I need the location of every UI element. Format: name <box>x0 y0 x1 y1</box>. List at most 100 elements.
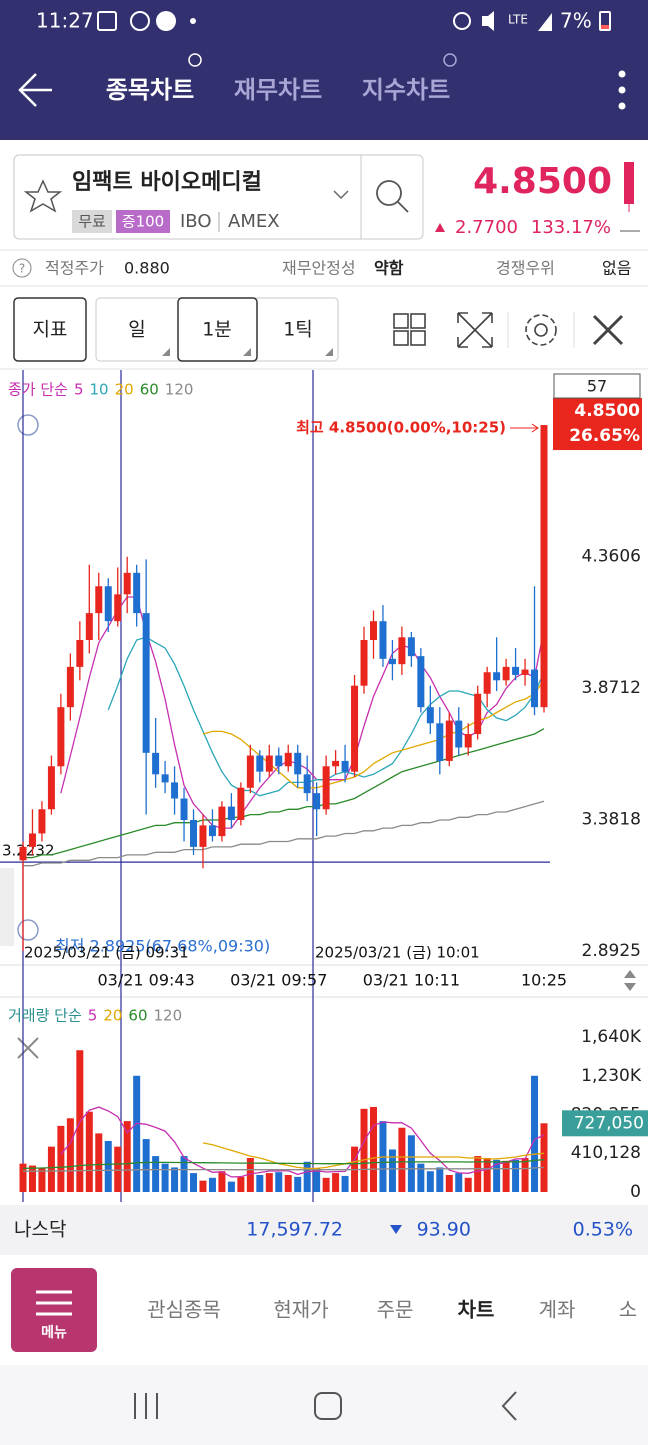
period-button[interactable]: 1틱 <box>283 319 313 341</box>
legend-entry: 10 <box>90 381 109 399</box>
volume-bar <box>512 1159 520 1192</box>
candle-body <box>521 669 529 675</box>
volume-bar <box>417 1163 425 1192</box>
info-value: 약함 <box>374 259 404 278</box>
candle-body <box>369 621 377 640</box>
legend-entry: 60 <box>128 1007 147 1025</box>
nav-item[interactable]: 주문 <box>377 1298 414 1322</box>
info-label: 경쟁우위 <box>496 259 555 278</box>
candle-body <box>493 672 501 681</box>
ma-line <box>23 728 545 859</box>
last-volume-box <box>562 1110 648 1137</box>
candle-body <box>142 613 150 753</box>
settings-icon <box>534 323 548 337</box>
tab[interactable]: 재무차트 <box>234 76 322 104</box>
candle-body <box>114 594 122 622</box>
legend-entry: 60 <box>140 381 159 399</box>
candle-body <box>436 723 444 761</box>
volume-bar <box>265 1173 273 1192</box>
volume-bar <box>388 1149 396 1192</box>
volume-bar <box>341 1175 349 1192</box>
candle-body <box>512 666 520 675</box>
candle-body <box>28 833 36 847</box>
y-tick-label: 2.8925 <box>582 941 641 961</box>
menu-button[interactable] <box>11 1268 97 1352</box>
favorite-star[interactable] <box>23 179 63 213</box>
period-button[interactable]: 일 <box>128 319 145 341</box>
x-tick-label: 10:25 <box>521 971 567 990</box>
volume-bar <box>464 1177 472 1192</box>
settings-icon[interactable] <box>525 314 557 346</box>
info-value: 없음 <box>602 259 631 278</box>
search-icon <box>397 201 409 213</box>
candle-body <box>104 586 112 622</box>
volume-bar <box>474 1156 482 1192</box>
candle-body <box>265 755 273 772</box>
price-change-pct: 133.17% <box>531 217 611 238</box>
tab[interactable]: 지수차트 <box>362 76 450 104</box>
system-back[interactable] <box>501 1391 517 1421</box>
system-nav <box>0 1365 648 1445</box>
volume-bar <box>218 1171 226 1192</box>
dropdown[interactable] <box>333 190 349 200</box>
menu-icon <box>36 1290 72 1316</box>
last-price: 4.8500 <box>574 401 640 421</box>
more-menu[interactable] <box>618 70 626 110</box>
volume-bar <box>199 1180 207 1192</box>
home-button[interactable] <box>314 1392 342 1420</box>
candle-body <box>360 639 368 686</box>
period-button[interactable]: 1분 <box>202 319 232 341</box>
candle-body <box>407 637 415 657</box>
period-selected[interactable] <box>177 297 258 362</box>
candle-body <box>171 782 179 799</box>
low-annotation: 최저 2.8925(67.68%,09:30) <box>55 937 270 956</box>
candle-body <box>303 774 311 794</box>
exchange: AMEX <box>228 211 280 232</box>
back-button[interactable] <box>18 73 52 107</box>
candle-body <box>227 806 235 821</box>
tools-icon[interactable] <box>592 314 624 346</box>
tab-active[interactable]: 종목차트 <box>106 76 194 104</box>
corner-mark <box>162 348 333 356</box>
recent-apps[interactable] <box>134 1393 158 1419</box>
nav-item[interactable]: 계좌 <box>539 1298 576 1322</box>
volume-bar <box>123 1121 131 1192</box>
zoom-out[interactable] <box>17 919 39 941</box>
nav-item[interactable]: 관심종목 <box>147 1298 221 1322</box>
fullscreen-icon[interactable] <box>457 312 493 348</box>
status-icon <box>453 12 471 30</box>
ma-line <box>23 1166 545 1172</box>
indicator-button[interactable] <box>13 297 87 362</box>
volume-bar <box>190 1173 198 1192</box>
volume-bar <box>502 1160 510 1192</box>
down-arrow <box>390 1225 402 1234</box>
volume-bar <box>284 1174 292 1192</box>
candle-body <box>284 752 292 767</box>
volume-bar <box>540 1123 548 1192</box>
candle-body <box>341 760 349 772</box>
layout-icon[interactable] <box>393 313 426 346</box>
zoom-in[interactable] <box>17 414 39 436</box>
candle-body <box>275 755 283 767</box>
volume-bar <box>398 1127 406 1192</box>
help-icon[interactable] <box>12 258 32 278</box>
index-change-pct: 0.53% <box>573 1219 633 1241</box>
index-bar <box>0 1205 648 1255</box>
scroll-handle[interactable] <box>0 868 14 946</box>
scroll-arrows[interactable] <box>624 970 636 991</box>
nav-item-active[interactable]: 차트 <box>458 1298 495 1322</box>
legend-entry: 5 <box>74 381 84 399</box>
up-arrow <box>435 223 445 232</box>
candle-body <box>76 639 84 667</box>
search-icon[interactable] <box>376 180 402 206</box>
candle-body <box>379 621 387 659</box>
menu-label: 메뉴 <box>41 1325 67 1341</box>
nav-item[interactable]: 현재가 <box>273 1298 328 1322</box>
candle-body <box>199 825 207 847</box>
close-volume[interactable] <box>17 1037 39 1059</box>
badge: 증100 <box>122 213 164 231</box>
high-arrow <box>510 423 539 433</box>
x-tick-label: 03/21 09:57 <box>230 971 327 990</box>
current-price: 4.8500 <box>473 161 612 202</box>
nav-item[interactable]: 소 <box>619 1298 637 1322</box>
